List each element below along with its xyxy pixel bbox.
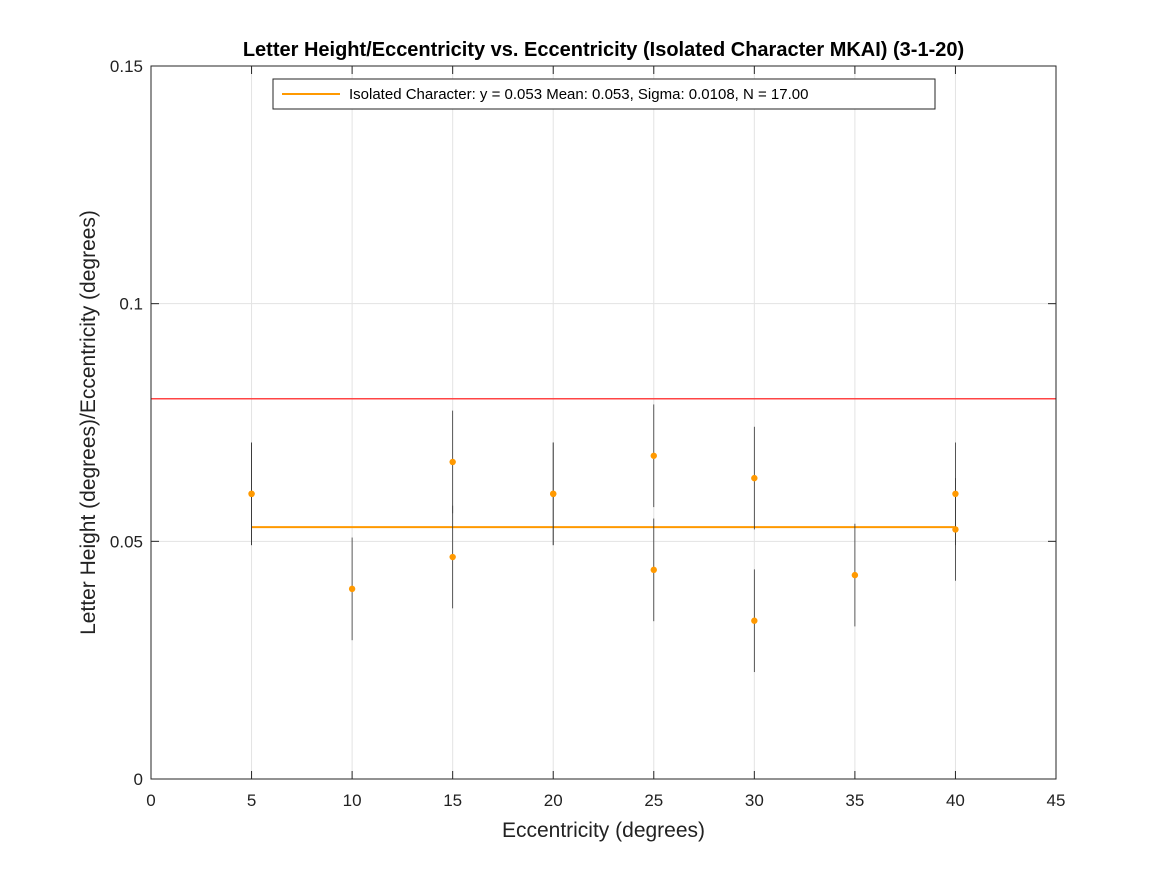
x-tick-label: 10 — [343, 791, 362, 810]
x-tick-label: 20 — [544, 791, 563, 810]
x-tick-label: 35 — [845, 791, 864, 810]
data-point — [851, 571, 859, 579]
ticks — [150, 65, 1057, 780]
x-axis-label: Eccentricity (degrees) — [502, 819, 705, 842]
y-tick-label: 0 — [134, 770, 143, 789]
point-layer — [248, 452, 959, 624]
data-point — [248, 490, 255, 497]
chart-title: Letter Height/Eccentricity vs. Eccentric… — [243, 39, 964, 61]
y-axis-label: Letter Height (degrees)/Eccentricity (de… — [77, 210, 100, 635]
y-tick-label: 0.05 — [110, 532, 143, 551]
x-tick-label: 25 — [644, 791, 663, 810]
legend: Isolated Character: y = 0.053 Mean: 0.05… — [272, 78, 936, 110]
y-tick-labels: 0 0.05 0.1 0.15 — [110, 57, 143, 789]
data-point — [952, 490, 959, 497]
data-point — [751, 474, 758, 482]
data-point — [650, 566, 657, 574]
x-tick-labels: 0 5 10 15 20 25 30 35 40 45 — [146, 791, 1065, 810]
data-point — [449, 458, 456, 466]
x-tick-label: 45 — [1047, 791, 1066, 810]
y-tick-label: 0.1 — [119, 295, 143, 314]
data-point — [952, 526, 959, 533]
data-point — [650, 452, 657, 459]
y-tick-label: 0.15 — [110, 57, 143, 76]
data-point — [550, 490, 557, 497]
legend-box — [272, 78, 936, 110]
x-tick-label: 5 — [247, 791, 256, 810]
x-tick-label: 30 — [745, 791, 764, 810]
x-tick-label: 40 — [946, 791, 965, 810]
data-point — [348, 585, 356, 593]
x-tick-label: 0 — [146, 791, 155, 810]
plot-frame — [150, 65, 1057, 780]
data-point — [751, 617, 758, 624]
data-point — [449, 553, 456, 561]
legend-entry: Isolated Character: y = 0.053 Mean: 0.05… — [349, 86, 808, 103]
x-tick-label: 15 — [443, 791, 462, 810]
